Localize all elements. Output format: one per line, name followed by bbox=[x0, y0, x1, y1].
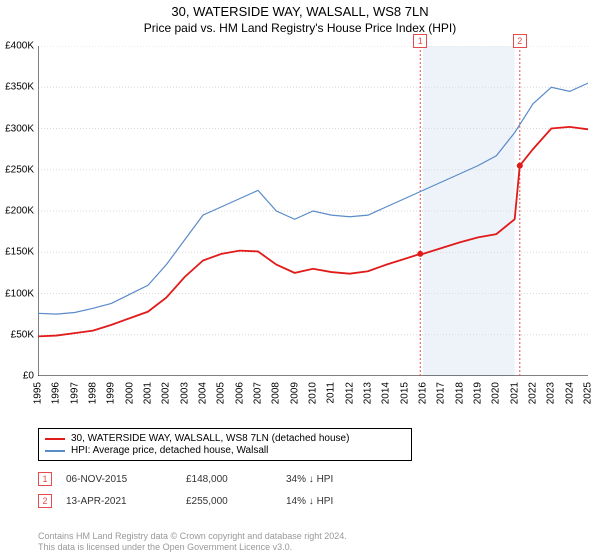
y-axis-tick: £300K bbox=[5, 123, 34, 134]
transaction-date: 06-NOV-2015 bbox=[66, 474, 186, 485]
legend-box: 30, WATERSIDE WAY, WALSALL, WS8 7LN (det… bbox=[38, 428, 412, 461]
chart-plot-area: 12 bbox=[38, 46, 588, 376]
x-axis-tick: 2002 bbox=[161, 382, 172, 404]
x-axis-tick: 2005 bbox=[216, 382, 227, 404]
y-axis-tick: £350K bbox=[5, 82, 34, 93]
y-axis-tick: £50K bbox=[11, 329, 34, 340]
y-axis-tick: £0 bbox=[23, 371, 34, 382]
x-axis-tick: 2012 bbox=[344, 382, 355, 404]
legend-swatch bbox=[45, 450, 65, 452]
chart-title: 30, WATERSIDE WAY, WALSALL, WS8 7LN bbox=[0, 4, 600, 19]
transaction-row-1: 1 06-NOV-2015 £148,000 34% ↓ HPI bbox=[38, 472, 578, 486]
transaction-pct: 34% ↓ HPI bbox=[286, 474, 406, 485]
x-axis: 1995199619971998199920002001200220032004… bbox=[38, 378, 588, 422]
x-axis-tick: 2006 bbox=[234, 382, 245, 404]
x-axis-tick: 2010 bbox=[308, 382, 319, 404]
legend-label: 30, WATERSIDE WAY, WALSALL, WS8 7LN (det… bbox=[71, 433, 349, 444]
transaction-price: £148,000 bbox=[186, 474, 286, 485]
chart-subtitle: Price paid vs. HM Land Registry's House … bbox=[0, 21, 600, 35]
transaction-marker-2: 2 bbox=[38, 494, 52, 508]
transaction-marker-1: 1 bbox=[38, 472, 52, 486]
chart-marker-badge: 1 bbox=[413, 34, 427, 48]
footer-line-2: This data is licensed under the Open Gov… bbox=[38, 542, 578, 554]
x-axis-tick: 1998 bbox=[88, 382, 99, 404]
x-axis-tick: 2000 bbox=[124, 382, 135, 404]
x-axis-tick: 1996 bbox=[51, 382, 62, 404]
x-axis-tick: 2021 bbox=[509, 382, 520, 404]
legend-label: HPI: Average price, detached house, Wals… bbox=[71, 445, 268, 456]
x-axis-tick: 2020 bbox=[491, 382, 502, 404]
x-axis-tick: 2001 bbox=[143, 382, 154, 404]
x-axis-tick: 2014 bbox=[381, 382, 392, 404]
x-axis-tick: 2015 bbox=[399, 382, 410, 404]
y-axis: £0£50K£100K£150K£200K£250K£300K£350K£400… bbox=[0, 46, 38, 376]
x-axis-tick: 2018 bbox=[454, 382, 465, 404]
x-axis-tick: 2003 bbox=[179, 382, 190, 404]
x-axis-tick: 2022 bbox=[528, 382, 539, 404]
footer-line-1: Contains HM Land Registry data © Crown c… bbox=[38, 531, 578, 543]
x-axis-tick: 2007 bbox=[253, 382, 264, 404]
x-axis-tick: 1997 bbox=[69, 382, 80, 404]
legend-row: HPI: Average price, detached house, Wals… bbox=[45, 445, 405, 456]
transaction-date: 13-APR-2021 bbox=[66, 496, 186, 507]
y-axis-tick: £150K bbox=[5, 247, 34, 258]
x-axis-tick: 2023 bbox=[546, 382, 557, 404]
legend-swatch bbox=[45, 438, 65, 440]
transaction-pct: 14% ↓ HPI bbox=[286, 496, 406, 507]
x-axis-tick: 2019 bbox=[473, 382, 484, 404]
y-axis-tick: £100K bbox=[5, 288, 34, 299]
footer-attribution: Contains HM Land Registry data © Crown c… bbox=[38, 531, 578, 554]
x-axis-tick: 2024 bbox=[564, 382, 575, 404]
chart-svg bbox=[38, 46, 588, 376]
title-area: 30, WATERSIDE WAY, WALSALL, WS8 7LN Pric… bbox=[0, 0, 600, 37]
x-axis-tick: 2008 bbox=[271, 382, 282, 404]
x-axis-tick: 2017 bbox=[436, 382, 447, 404]
x-axis-tick: 1995 bbox=[33, 382, 44, 404]
y-axis-tick: £400K bbox=[5, 41, 34, 52]
y-axis-tick: £200K bbox=[5, 206, 34, 217]
legend-row: 30, WATERSIDE WAY, WALSALL, WS8 7LN (det… bbox=[45, 433, 405, 444]
x-axis-tick: 1999 bbox=[106, 382, 117, 404]
transaction-price: £255,000 bbox=[186, 496, 286, 507]
x-axis-tick: 2013 bbox=[363, 382, 374, 404]
transaction-row-2: 2 13-APR-2021 £255,000 14% ↓ HPI bbox=[38, 494, 578, 508]
x-axis-tick: 2004 bbox=[198, 382, 209, 404]
x-axis-tick: 2011 bbox=[326, 382, 337, 404]
y-axis-tick: £250K bbox=[5, 164, 34, 175]
x-axis-tick: 2016 bbox=[418, 382, 429, 404]
chart-container: 30, WATERSIDE WAY, WALSALL, WS8 7LN Pric… bbox=[0, 0, 600, 560]
x-axis-tick: 2009 bbox=[289, 382, 300, 404]
x-axis-tick: 2025 bbox=[583, 382, 594, 404]
chart-marker-badge: 2 bbox=[513, 34, 527, 48]
